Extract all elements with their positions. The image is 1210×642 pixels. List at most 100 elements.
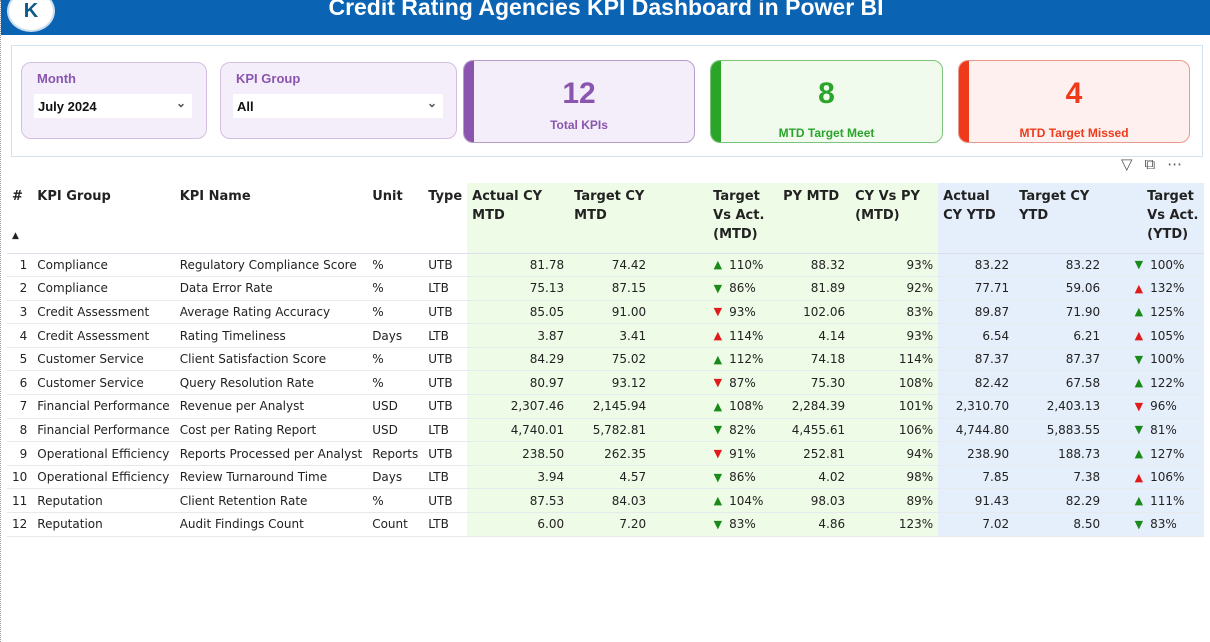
- table-cell: 87%: [724, 370, 779, 396]
- table-cell: 93%: [850, 323, 939, 348]
- table-cell: 4.14: [778, 323, 851, 348]
- triangle-down-icon: ▼: [651, 370, 725, 396]
- table-cell: Days: [367, 465, 424, 490]
- table-cell: 98.03: [778, 488, 851, 514]
- focus-mode-icon[interactable]: ⧉: [1144, 155, 1156, 173]
- table-row[interactable]: 11 Reputation Client Retention Rate% UTB 87.…: [7, 488, 1205, 514]
- table-cell: Compliance: [32, 253, 175, 278]
- mtd-missed-value: 4: [1065, 77, 1083, 110]
- triangle-up-icon: ▲: [651, 488, 725, 514]
- table-cell: 96%: [1145, 394, 1205, 419]
- month-dropdown[interactable]: July 2024 ⌄: [34, 94, 192, 118]
- table-cell: Compliance: [32, 276, 175, 301]
- table-cell: 4,740.01: [467, 418, 570, 443]
- table-cell: 92%: [850, 276, 939, 301]
- table-cell: 83%: [724, 512, 779, 537]
- column-header[interactable]: KPI Group: [32, 183, 175, 254]
- table-cell: Query Resolution Rate: [174, 370, 368, 396]
- mtd-met-value: 8: [818, 77, 835, 110]
- table-cell: 6.54: [938, 323, 1015, 348]
- table-cell: UTB: [423, 347, 468, 372]
- table-cell: UTB: [423, 488, 468, 514]
- table-cell: Client Retention Rate: [174, 488, 368, 514]
- table-row[interactable]: 3 Credit Assessment Average Rating Accurac…: [7, 300, 1205, 325]
- column-header[interactable]: KPI Name: [174, 183, 368, 254]
- table-cell: Reputation: [32, 512, 175, 537]
- table-row[interactable]: 9 Operational Efficiency Reports Processed…: [7, 441, 1205, 466]
- table-cell: Audit Findings Count: [174, 512, 368, 537]
- table-cell: 106%: [1145, 465, 1205, 490]
- table-row[interactable]: 7 Financial Performance Revenue per Analys…: [7, 394, 1205, 419]
- column-header[interactable]: Target CY MTD: [569, 183, 652, 254]
- table-cell: 2: [7, 276, 33, 301]
- table-cell: 3: [7, 300, 33, 325]
- table-cell: 125%: [1145, 300, 1205, 325]
- table-cell: Data Error Rate: [174, 276, 368, 301]
- table-cell: 83%: [850, 300, 939, 325]
- table-cell: 89%: [850, 488, 939, 514]
- kpi-group-dropdown[interactable]: All ⌄: [233, 94, 443, 118]
- table-row[interactable]: 6 Customer Service Query Resolution Rate% U…: [7, 370, 1205, 396]
- table-cell: 111%: [1145, 488, 1205, 514]
- table-cell: 2,284.39: [778, 394, 851, 419]
- table-cell: LTB: [423, 512, 468, 537]
- table-row[interactable]: 12 Reputation Audit Findings Count Count LTB…: [7, 512, 1205, 537]
- table-cell: 84.03: [569, 488, 652, 514]
- filter-icon[interactable]: ▽: [1121, 155, 1133, 173]
- column-header[interactable]: Actual CY YTD: [938, 183, 1015, 254]
- table-cell: 74.18: [778, 347, 851, 372]
- table-cell: 4,455.61: [778, 418, 851, 443]
- table-row[interactable]: 4 Credit Assessment Rating Timeliness Days L…: [7, 323, 1205, 348]
- table-cell: 252.81: [778, 441, 851, 466]
- table-row[interactable]: 10 Operational Efficiency Review Turnaroun…: [7, 465, 1205, 490]
- table-cell: 100%: [1145, 347, 1205, 372]
- column-header[interactable]: Target Vs Act. (YTD): [1105, 183, 1205, 254]
- card-accent: [959, 61, 969, 142]
- triangle-down-icon: ▼: [1105, 418, 1146, 443]
- table-cell: 87.37: [938, 347, 1015, 372]
- table-row[interactable]: 5 Customer Service Client Satisfaction Sco…: [7, 347, 1205, 372]
- column-header[interactable]: Target CY YTD: [1014, 183, 1106, 254]
- column-header[interactable]: Target Vs Act. (MTD): [651, 183, 779, 254]
- table-cell: 114%: [850, 347, 939, 372]
- table-cell: 127%: [1145, 441, 1205, 466]
- table-cell: Financial Performance: [32, 394, 175, 419]
- chevron-down-icon: ⌄: [175, 96, 186, 110]
- table-cell: Reputation: [32, 488, 175, 514]
- table-cell: 108%: [850, 370, 939, 396]
- triangle-down-icon: ▼: [1105, 394, 1146, 419]
- table-row[interactable]: 1 Compliance Regulatory Compliance Score% U…: [7, 253, 1205, 278]
- column-header[interactable]: Unit: [367, 183, 424, 254]
- column-header[interactable]: CY Vs PY (MTD): [850, 183, 939, 254]
- column-header[interactable]: Actual CY MTD: [467, 183, 570, 254]
- table-cell: 104%: [724, 488, 779, 514]
- table-cell: 6: [7, 370, 33, 396]
- table-cell: 81.78: [467, 253, 570, 278]
- sort-ascending-icon[interactable]: ▲: [12, 231, 19, 241]
- table-row[interactable]: 2 Compliance Data Error Rate% LTB 75.13 87.15…: [7, 276, 1205, 301]
- table-cell: Days: [367, 323, 424, 348]
- table-cell: 87.53: [467, 488, 570, 514]
- triangle-down-icon: ▼: [651, 441, 725, 466]
- table-cell: Customer Service: [32, 347, 175, 372]
- column-header[interactable]: Type: [423, 183, 468, 254]
- table-cell: Operational Efficiency: [32, 441, 175, 466]
- table-cell: 3.94: [467, 465, 570, 490]
- total-kpis-label: Total KPIs: [550, 118, 608, 132]
- total-kpis-value: 12: [562, 77, 596, 110]
- table-row[interactable]: 8 Financial Performance Cost per Rating Re…: [7, 418, 1205, 443]
- triangle-down-icon: ▼: [1105, 347, 1146, 372]
- table-cell: 108%: [724, 394, 779, 419]
- table-cell: Count: [367, 512, 424, 537]
- table-cell: 6.00: [467, 512, 570, 537]
- column-header[interactable]: PY MTD: [778, 183, 851, 254]
- table-cell: Credit Assessment: [32, 323, 175, 348]
- table-cell: 98%: [850, 465, 939, 490]
- column-header[interactable]: # ▲: [7, 183, 33, 254]
- table-cell: Operational Efficiency: [32, 465, 175, 490]
- kpi-group-value: All: [237, 99, 254, 114]
- more-options-icon[interactable]: ⋯: [1167, 155, 1183, 173]
- table-cell: 77.71: [938, 276, 1015, 301]
- table-cell: 8.50: [1014, 512, 1106, 537]
- table-cell: USD: [367, 394, 424, 419]
